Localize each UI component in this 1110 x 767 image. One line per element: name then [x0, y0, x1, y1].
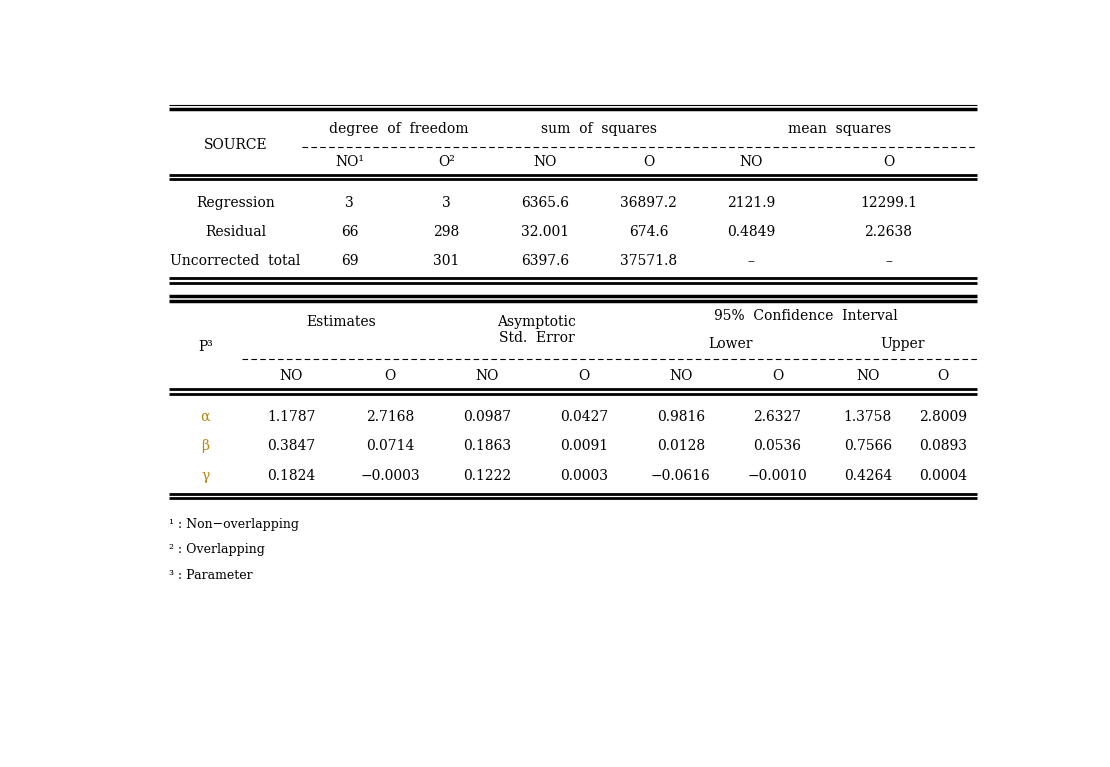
Text: Estimates: Estimates — [306, 315, 376, 329]
Text: Regression: Regression — [196, 196, 275, 210]
Text: β: β — [201, 439, 210, 453]
Text: 2121.9: 2121.9 — [727, 196, 775, 210]
Text: NO: NO — [669, 368, 693, 383]
Text: 6397.6: 6397.6 — [522, 254, 569, 268]
Text: NO: NO — [534, 155, 557, 169]
Text: NO¹: NO¹ — [335, 155, 364, 169]
Text: 12299.1: 12299.1 — [860, 196, 917, 210]
Text: 0.0893: 0.0893 — [919, 439, 967, 453]
Text: −0.0010: −0.0010 — [748, 469, 807, 483]
Text: O: O — [643, 155, 654, 169]
Text: −0.0616: −0.0616 — [650, 469, 710, 483]
Text: Upper: Upper — [880, 337, 925, 351]
Text: 0.9816: 0.9816 — [657, 410, 705, 424]
Text: 37571.8: 37571.8 — [619, 254, 677, 268]
Text: degree  of  freedom: degree of freedom — [330, 122, 468, 137]
Text: 0.0003: 0.0003 — [559, 469, 608, 483]
Text: P³: P³ — [198, 341, 213, 354]
Text: 6365.6: 6365.6 — [522, 196, 569, 210]
Text: –: – — [885, 254, 892, 268]
Text: 32.001: 32.001 — [522, 225, 569, 239]
Text: 0.0091: 0.0091 — [559, 439, 608, 453]
Text: 3: 3 — [442, 196, 451, 210]
Text: Residual: Residual — [205, 225, 266, 239]
Text: –: – — [747, 254, 755, 268]
Text: Lower: Lower — [708, 337, 753, 351]
Text: O: O — [771, 368, 784, 383]
Text: O²: O² — [437, 155, 455, 169]
Text: 2.8009: 2.8009 — [919, 410, 967, 424]
Text: α: α — [201, 410, 210, 424]
Text: 0.0536: 0.0536 — [754, 439, 801, 453]
Text: 298: 298 — [433, 225, 460, 239]
Text: O: O — [578, 368, 589, 383]
Text: sum  of  squares: sum of squares — [541, 122, 657, 137]
Text: 0.1222: 0.1222 — [463, 469, 512, 483]
Text: 301: 301 — [433, 254, 460, 268]
Text: O: O — [882, 155, 894, 169]
Text: 0.4264: 0.4264 — [844, 469, 892, 483]
Text: 1.1787: 1.1787 — [268, 410, 315, 424]
Text: 0.4849: 0.4849 — [727, 225, 775, 239]
Text: 0.0427: 0.0427 — [559, 410, 608, 424]
Text: SOURCE: SOURCE — [204, 139, 268, 153]
Text: 66: 66 — [341, 225, 359, 239]
Text: O: O — [938, 368, 949, 383]
Text: NO: NO — [280, 368, 303, 383]
Text: 0.0714: 0.0714 — [366, 439, 414, 453]
Text: 36897.2: 36897.2 — [620, 196, 677, 210]
Text: 0.0128: 0.0128 — [657, 439, 705, 453]
Text: Uncorrected  total: Uncorrected total — [170, 254, 301, 268]
Text: 69: 69 — [341, 254, 359, 268]
Text: 0.7566: 0.7566 — [844, 439, 891, 453]
Text: NO: NO — [475, 368, 498, 383]
Text: 0.3847: 0.3847 — [268, 439, 315, 453]
Text: 0.0004: 0.0004 — [919, 469, 967, 483]
Text: NO: NO — [739, 155, 763, 169]
Text: γ: γ — [201, 469, 210, 483]
Text: 0.0987: 0.0987 — [463, 410, 512, 424]
Text: 95%  Confidence  Interval: 95% Confidence Interval — [714, 309, 897, 324]
Text: O: O — [385, 368, 396, 383]
Text: 2.6327: 2.6327 — [754, 410, 801, 424]
Text: 2.2638: 2.2638 — [865, 225, 912, 239]
Text: Asymptotic
Std.  Error: Asymptotic Std. Error — [497, 315, 576, 345]
Text: mean  squares: mean squares — [788, 122, 891, 137]
Text: −0.0003: −0.0003 — [361, 469, 421, 483]
Text: ² : Overlapping: ² : Overlapping — [169, 543, 264, 556]
Text: 0.1824: 0.1824 — [268, 469, 315, 483]
Text: 674.6: 674.6 — [628, 225, 668, 239]
Text: ³ : Parameter: ³ : Parameter — [169, 568, 252, 581]
Text: 2.7168: 2.7168 — [366, 410, 414, 424]
Text: 3: 3 — [345, 196, 354, 210]
Text: 0.1863: 0.1863 — [463, 439, 512, 453]
Text: ¹ : Non−overlapping: ¹ : Non−overlapping — [169, 518, 299, 531]
Text: NO: NO — [856, 368, 879, 383]
Text: 1.3758: 1.3758 — [844, 410, 892, 424]
